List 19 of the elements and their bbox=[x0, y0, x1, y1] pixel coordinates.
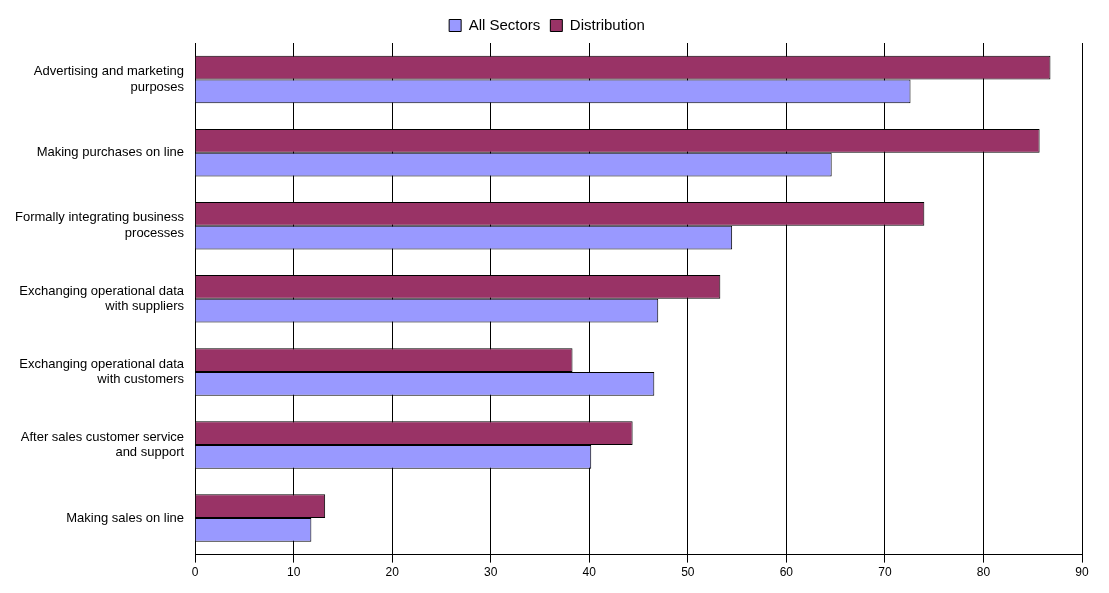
x-tick-label: 40 bbox=[582, 565, 597, 580]
y-tick-label: Making sales on line bbox=[66, 509, 185, 525]
x-tick-label: 30 bbox=[484, 565, 498, 580]
x-tick-label: 60 bbox=[779, 565, 794, 580]
y-tick-label: Making purchases on line bbox=[36, 144, 185, 160]
y-tick-label: After sales customer service and support bbox=[20, 428, 185, 460]
x-tick-label: 90 bbox=[1075, 565, 1089, 580]
y-tick-label: Exchanging operational data with suppliers bbox=[19, 282, 185, 314]
legend-label: Distribution bbox=[569, 15, 645, 33]
x-tick-label: 70 bbox=[878, 565, 892, 580]
x-tick-label: 10 bbox=[286, 565, 301, 580]
x-tick-label: 80 bbox=[976, 565, 991, 580]
y-tick-label: Advertising and marketing purposes bbox=[33, 63, 185, 94]
y-tick-label: Exchanging operational data with customers bbox=[19, 355, 185, 387]
x-tick-label: 0 bbox=[191, 565, 199, 580]
y-tick-label: Formally integrating business processes bbox=[15, 209, 185, 241]
x-tick-label: 20 bbox=[385, 565, 400, 580]
legend-label: All Sectors bbox=[468, 15, 541, 33]
x-tick-label: 50 bbox=[681, 565, 695, 580]
